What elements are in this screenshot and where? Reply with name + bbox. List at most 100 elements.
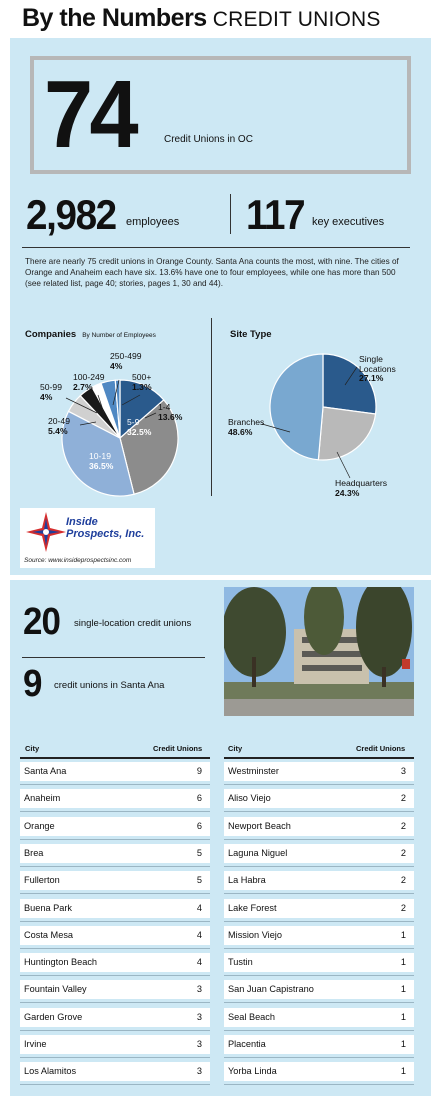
pie-label-branches: Branches 48.6% [228,417,265,437]
pie-label-5-9: 5-9 32.5% [127,417,151,437]
table-row: Orange 6 [20,813,210,840]
credit-union-building-photo [224,587,414,716]
city-name: Lake Forest [228,902,277,913]
row-background [224,953,414,973]
pie-label-headquarters-value: 24.3% [335,487,360,498]
companies-title: Companies [25,329,77,340]
pie-label-single-locations: Single Locations 27.1% [359,354,419,384]
row-background [20,789,210,809]
headline-stat-label: Credit Unions in OC [164,134,253,145]
leader-line [79,421,97,426]
table-row: Santa Ana 9 [20,758,210,785]
pie-label-headquarters: Headquarters 24.3% [335,478,387,498]
city-name: Los Alamitos [24,1066,77,1077]
row-background [224,898,414,918]
leader-line [336,451,351,479]
left-col-count-header: Credit Unions [153,744,203,753]
credit-union-count: 3 [196,1066,202,1077]
row-background [224,843,414,863]
pie-label-branches-category: Branches [228,417,265,427]
row-background [20,925,210,945]
city-name: Orange [24,820,55,831]
employees-label: employees [126,216,180,228]
credit-union-count: 2 [400,847,406,858]
row-background [20,871,210,891]
credit-union-count: 4 [196,902,202,913]
leader-line [112,379,120,406]
row-background [224,1035,414,1054]
pie-label-100-249-value: 2.7% [73,381,93,392]
city-name: Huntington Beach [24,957,98,968]
credit-union-count: 4 [196,929,202,940]
credit-union-count: 2 [400,793,406,804]
companies-slice-5-9 [119,399,179,495]
city-name: Santa Ana [24,766,67,776]
single-location-value: 20 [23,601,61,643]
table-row: Tustin 1 [224,949,414,977]
pie-leader-lines [65,366,358,479]
row-background [224,925,414,945]
site-type-heading: Site Type [230,329,272,340]
headline-stat-value: 74 [44,61,139,168]
table-row: San Juan Capistrano 1 [224,976,414,1004]
leader-line [65,397,98,414]
santa-ana-label: credit unions in Santa Ana [54,680,165,691]
credit-union-count: 9 [196,766,202,776]
companies-pie-chart [61,379,179,497]
row-background [224,789,414,809]
leader-line [97,394,105,414]
row-background [20,1062,210,1082]
site-type-slice-headquarters [317,406,377,461]
page-title: By the Numbers CREDIT UNIONS [22,4,381,38]
stat-divider [230,194,231,234]
employees-stat: 2,982 employees [26,190,226,240]
table-row: Yorba Linda 1 [224,1058,414,1086]
table-row: Placentia 1 [224,1031,414,1058]
pie-label-500-plus: 500+ 1.3% [132,372,152,392]
table-row: Lake Forest 2 [224,895,414,922]
pie-label-500-plus-value: 1.3% [132,381,152,392]
pie-label-250-499-category: 250-499 [110,351,142,361]
site-type-slice-single-locations [322,353,377,415]
table-row: La Habra 2 [224,867,414,895]
compass-star-icon [26,512,66,552]
pie-label-10-19-category: 10-19 [89,451,111,461]
pie-label-50-99-value: 4% [40,391,53,402]
logo-wordmark: Inside Prospects, Inc. [66,516,144,540]
city-name: Aliso Viejo [228,793,271,804]
leader-line [344,366,358,386]
table-row: Garden Grove 3 [20,1004,210,1031]
credit-union-count: 3 [196,1039,202,1049]
credit-union-count: 1 [400,984,406,995]
row-background [224,871,414,891]
right-col-city-header: City [228,744,243,753]
pie-label-branches-value: 48.6% [228,426,253,437]
executives-label: key executives [312,216,385,228]
pie-label-250-499-value: 4% [110,360,123,371]
companies-subtitle: By Number of Employees [82,332,156,339]
single-location-label: single-location credit unions [74,618,192,629]
credit-union-count: 5 [196,875,202,886]
companies-slice-500- [114,379,121,439]
left-table-rule [20,757,210,759]
city-name: Fullerton [24,875,60,886]
table-row: Costa Mesa 4 [20,922,210,949]
secondary-stat-rule [22,657,205,658]
title-main: By the Numbers [22,4,207,32]
table-row: Seal Beach 1 [224,1004,414,1031]
table-row: Newport Beach 2 [224,813,414,840]
city-name: Fountain Valley [24,984,87,995]
row-background [20,843,210,863]
row-background [20,898,210,918]
table-row: Irvine 3 [20,1031,210,1058]
credit-union-count: 1 [400,1066,406,1077]
city-name: Laguna Niguel [228,847,288,858]
city-name: Garden Grove [24,1011,83,1022]
companies-heading: Companies By Number of Employees [25,329,156,340]
table-row: Fountain Valley 3 [20,976,210,1004]
left-col-city-header: City [25,744,40,753]
table-row: Westminster 3 [224,758,414,785]
table-row: Brea 5 [20,840,210,867]
credit-union-count: 1 [400,929,406,940]
credit-union-count: 6 [196,820,202,831]
